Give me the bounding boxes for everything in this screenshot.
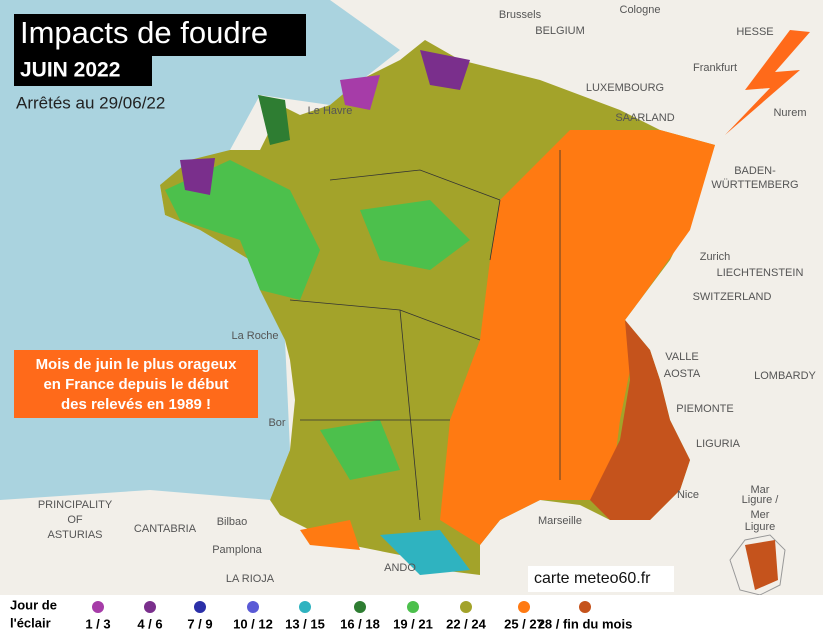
- place-label: LIECHTENSTEIN: [717, 267, 804, 279]
- legend-swatch: [354, 601, 366, 613]
- place-label: HESSE: [736, 26, 773, 38]
- zone: [360, 200, 470, 270]
- legend-label: 19 / 21: [393, 616, 433, 631]
- legend-label: 7 / 9: [187, 616, 212, 631]
- place-label: ANDO: [384, 562, 416, 574]
- place-label: WÜRTTEMBERG: [711, 179, 798, 191]
- place-label: Bilbao: [217, 516, 248, 528]
- zone: [420, 50, 470, 90]
- legend-label: 13 / 15: [285, 616, 325, 631]
- zone: [320, 420, 400, 480]
- zone: [165, 160, 320, 300]
- place-label: Mar: [751, 484, 770, 496]
- legend-label: 16 / 18: [340, 616, 380, 631]
- legend-swatch: [518, 601, 530, 613]
- place-label: Mer: [751, 509, 770, 521]
- subtitle-box: [14, 56, 152, 86]
- zone: [300, 520, 360, 550]
- place-label: Ligure: [745, 521, 776, 533]
- place-label: CANTABRIA: [134, 523, 197, 535]
- place-label: LIGURIA: [696, 438, 741, 450]
- callout-line: en France depuis le début: [43, 376, 228, 393]
- place-label: LOMBARDY: [754, 370, 816, 382]
- legend-swatch: [247, 601, 259, 613]
- place-label: La Roche: [231, 330, 278, 342]
- place-label: Frankfurt: [693, 62, 737, 74]
- zone: [440, 130, 715, 545]
- place-label: ASTURIAS: [47, 529, 102, 541]
- legend-title: Jour de: [10, 597, 57, 612]
- place-label: Bor: [268, 417, 285, 429]
- zone: [590, 320, 690, 520]
- date: Arrêtés au 29/06/22: [16, 93, 165, 112]
- legend-label: 22 / 24: [446, 616, 487, 631]
- legend-label: 10 / 12: [233, 616, 273, 631]
- legend-swatch: [579, 601, 591, 613]
- legend-label: 25 / 27: [504, 616, 544, 631]
- place-label: AOSTA: [664, 368, 701, 380]
- legend-label: 28 / fin du mois: [538, 616, 633, 631]
- zone: [745, 540, 778, 590]
- place-label: Nurem: [773, 107, 806, 119]
- callout-line: des relevés en 1989 !: [61, 396, 211, 413]
- place-label: BADEN-: [734, 165, 776, 177]
- credit-box: [528, 566, 674, 592]
- credit: carte meteo60.fr: [534, 570, 651, 587]
- place-label: Brussels: [499, 9, 542, 21]
- zone: [340, 75, 380, 110]
- callout-line: Mois de juin le plus orageux: [36, 356, 238, 373]
- place-label: OF: [67, 514, 83, 526]
- lightning-zones: [160, 40, 778, 590]
- place-label: LA RIOJA: [226, 573, 275, 585]
- place-label: PRINCIPALITY: [38, 499, 113, 511]
- zone: [380, 530, 470, 575]
- place-label: Nice: [677, 489, 699, 501]
- legend-swatch: [299, 601, 311, 613]
- place-label: SAARLAND: [615, 112, 674, 124]
- place-label: LUXEMBOURG: [586, 82, 664, 94]
- legend-swatch: [460, 601, 472, 613]
- legend-swatch: [407, 601, 419, 613]
- legend-title: l'éclair: [10, 615, 51, 630]
- title: Impacts de foudre: [20, 15, 268, 50]
- zone: [258, 95, 290, 145]
- place-label: Marseille: [538, 515, 582, 527]
- place-label: SWITZERLAND: [693, 291, 772, 303]
- place-label: BELGIUM: [535, 25, 585, 37]
- lightning-icon: [725, 30, 810, 135]
- borders: [289, 150, 561, 521]
- place-label: VALLE: [665, 351, 698, 363]
- place-label: Zurich: [700, 251, 731, 263]
- legend-swatch: [92, 601, 104, 613]
- place-label: PIEMONTE: [676, 403, 733, 415]
- place-label: Ligure /: [742, 494, 780, 506]
- legend-label: 4 / 6: [137, 616, 162, 631]
- place-label: Cologne: [620, 4, 661, 16]
- legend-swatch: [144, 601, 156, 613]
- place-label: Pamplona: [212, 544, 262, 556]
- place-label: Le Havre: [308, 105, 353, 117]
- legend-swatch: [194, 601, 206, 613]
- subtitle: JUIN 2022: [20, 59, 120, 82]
- legend-label: 1 / 3: [85, 616, 110, 631]
- zone: [180, 158, 215, 195]
- callout-box: [14, 350, 258, 418]
- title-box: [14, 14, 306, 56]
